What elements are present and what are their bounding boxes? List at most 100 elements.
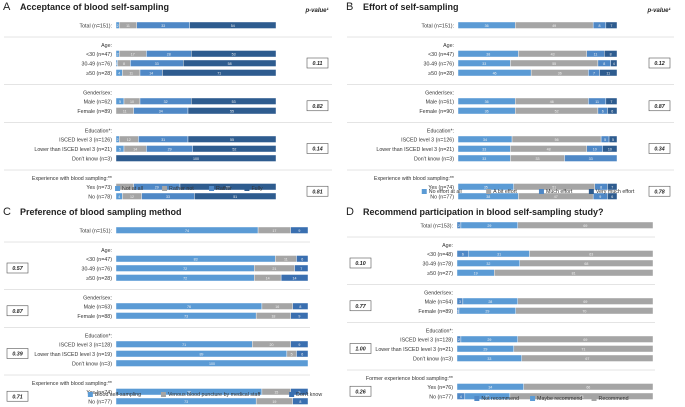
panel-b-row-label: 30-49 (n=76) — [424, 62, 455, 68]
panel-a-bar-value: 31 — [161, 138, 165, 142]
panel-b-bar-value: 11 — [594, 52, 598, 56]
panel-d-bar-value: 34 — [488, 385, 492, 389]
panel-d-row-label: Female (n=89) — [418, 309, 453, 315]
panel-c-bar-value: 20 — [270, 343, 274, 347]
panel-a-bar-segment — [192, 145, 277, 153]
panel-c-pvalue: 0.57 — [12, 266, 23, 272]
panel-d-pvalue-box — [349, 300, 372, 312]
panel-d-bar-value: 2 — [458, 338, 460, 342]
panel-d-row-label: ≥50 (n=27) — [427, 271, 453, 277]
panel-b-legend-label: Much effort — [546, 189, 573, 195]
panel-a-group-label: Age: — [101, 43, 112, 49]
panel-c-bar-value: 17 — [272, 229, 276, 233]
panel-d-bar-value: 28 — [488, 300, 492, 304]
panel-b-group-label: Age: — [443, 43, 454, 49]
panel-c-bar-value: 19 — [272, 400, 276, 404]
panel-c-group-label: Experience with blood sampling:** — [32, 381, 112, 387]
panel-b-bar-value: 47 — [554, 195, 558, 199]
panel-b-bar-value: 5 — [612, 138, 614, 142]
panel-c-title: Preference of blood sampling method — [20, 207, 182, 217]
panel-a-bar-value: 14 — [149, 71, 153, 75]
panel-b-row-label: Male (n=61) — [426, 100, 455, 106]
panel-c-bar-value: 9 — [298, 314, 300, 318]
panel-b-bar-segment — [608, 135, 618, 143]
panel-d-bar-value: 31 — [497, 252, 501, 256]
panel-b-bar-value: 36 — [485, 100, 489, 104]
panel-c-row-label: Lower than ISCED level 3 (n=19) — [34, 352, 112, 358]
panel-a-bar-value: 11 — [123, 185, 127, 189]
panel-d-bar-value: 68 — [584, 262, 588, 266]
panel-d-row-label: Total (n=153): — [420, 224, 453, 230]
panel-d-row-label: Male (n=64) — [425, 300, 454, 306]
panel-b-group-label: Education*: — [427, 129, 454, 135]
panel-d-bar-value: 32 — [486, 262, 490, 266]
panel-b-bar-value: 8 — [610, 52, 612, 56]
panel-b-row-label: No (n=77) — [430, 195, 454, 201]
panel-b-bar-value: 10 — [593, 147, 597, 151]
panel-b-bar-value: 8 — [599, 24, 601, 28]
panel-d-bar-value: 6 — [462, 252, 464, 256]
panel-b-title: Effort of self-sampling — [363, 2, 459, 12]
panel-a-bar-value: 11 — [129, 71, 133, 75]
panel-c-pvalue-box — [6, 305, 29, 317]
panel-a-legend-swatch — [115, 186, 121, 191]
panel-c-bar-value: 74 — [185, 229, 189, 233]
panel-b-pvalue: 0.12 — [654, 61, 664, 67]
panel-a-row-label: Lower than ISCED level 3 (n=21) — [34, 147, 112, 153]
panel-d-pvalue: 0.10 — [355, 261, 365, 267]
panel-a-legend-label: Rather not — [169, 186, 194, 192]
panel-b-bar-segment — [599, 69, 618, 77]
panel-b-bar-value: 46 — [493, 71, 497, 75]
panel-c-bar-value: 89 — [199, 352, 203, 356]
panel-d-pvalue: 0.77 — [355, 304, 366, 310]
panel-b-bar-value: 7 — [593, 71, 595, 75]
panel-a-bar-value: 29 — [155, 185, 159, 189]
panel-b-legend-swatch — [538, 189, 544, 194]
panel-d-group-label: Education*: — [426, 329, 453, 335]
panel-a-bar-value: 11 — [126, 24, 130, 28]
panel-c-bar-value: 14 — [293, 276, 297, 280]
panel-d-group-label: Gender/sex: — [424, 291, 453, 297]
panel-d-bar-segment — [529, 250, 654, 258]
panel-c-letter: C — [3, 206, 11, 218]
panel-c-bar-value: 7 — [300, 267, 302, 271]
panel-a-title: Acceptance of blood self-sampling — [20, 2, 169, 12]
panel-d-pvalue-box — [349, 385, 372, 397]
panel-b-row-label: Yes (n=74) — [428, 185, 454, 191]
panel-c-group-label: Education*: — [85, 334, 112, 340]
panel-a-pvalue: 0.81 — [312, 189, 322, 195]
panel-a-pvalue-box — [306, 57, 329, 69]
panel-d-pvalue: 1.00 — [355, 347, 365, 353]
panel-b-bar-value: 7 — [610, 24, 612, 28]
panel-c-bar-value: 9 — [298, 343, 300, 347]
panel-b-pvalue-box — [648, 185, 671, 197]
panel-b-bar-value: 6 — [611, 195, 613, 199]
panel-d-bar-segment — [517, 221, 654, 229]
panel-a-bar-segment — [187, 107, 277, 115]
panel-c-bar-value: 72 — [183, 267, 187, 271]
panel-b-bar-value: 36 — [485, 109, 489, 113]
panel-d-bar-value: 1 — [457, 309, 459, 313]
panel-d-bar-value: 69 — [583, 338, 587, 342]
panel-b-bar-value: 51 — [552, 185, 556, 189]
panel-a-bar-value: 2 — [117, 24, 119, 28]
panel-a-bar-value: 4 — [118, 71, 120, 75]
panel-b-bar-segment — [607, 107, 618, 115]
panel-c-row-label: ≥50 (n=28) — [86, 276, 112, 282]
panel-a-bar-segment — [187, 135, 277, 143]
panel-a-bar-value: 5 — [119, 147, 121, 151]
panel-a-row-label: 30-49 (n=76) — [82, 62, 113, 68]
panel-a-bar-value: 33 — [161, 24, 165, 28]
panel-b-bar-value: 33 — [482, 157, 486, 161]
panel-a-pvalue-box — [306, 143, 329, 154]
panel-d-bar-value: 67 — [585, 357, 589, 361]
panel-b-group-label: Experience with blood sampling:** — [374, 176, 454, 182]
panel-a-bar-value: 17 — [131, 52, 135, 56]
panel-b-bar-value: 33 — [589, 157, 593, 161]
panel-a-bar-segment — [189, 21, 277, 29]
panel-b-bar-value: 38 — [486, 52, 490, 56]
panel-c-bar-segment — [290, 388, 309, 396]
panel-c-legend-label: Don't know — [296, 392, 322, 398]
panel-d-row-label: ISCED level 3 (n=128) — [400, 338, 453, 344]
